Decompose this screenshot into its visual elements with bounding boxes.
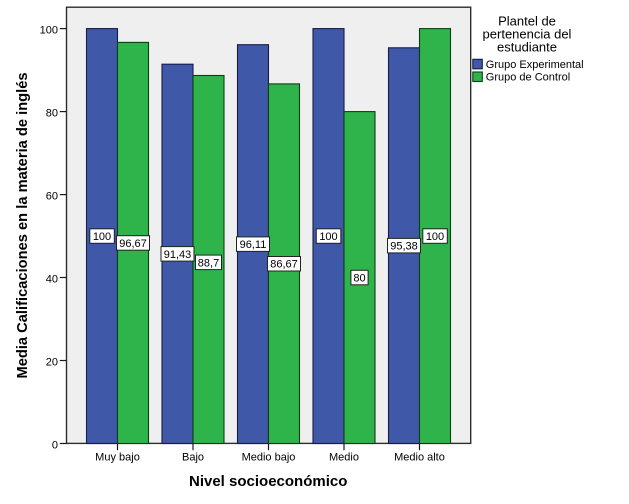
svg-text:0: 0 [52, 440, 58, 452]
svg-text:Grupo de Control: Grupo de Control [486, 72, 570, 84]
svg-text:Medio bajo: Medio bajo [242, 451, 296, 463]
svg-text:Medio: Medio [329, 451, 359, 463]
svg-text:96,11: 96,11 [240, 239, 267, 251]
svg-text:40: 40 [46, 274, 58, 286]
svg-text:Nivel socioeconómico: Nivel socioeconómico [189, 473, 347, 490]
svg-text:100: 100 [426, 231, 444, 243]
svg-text:100: 100 [93, 231, 111, 243]
svg-text:88,7: 88,7 [198, 257, 219, 269]
svg-text:100: 100 [40, 25, 58, 37]
svg-text:Medio alto: Medio alto [394, 451, 445, 463]
svg-text:95,38: 95,38 [390, 241, 418, 253]
svg-text:Media Calificaciones en la mat: Media Calificaciones en la materia de in… [15, 72, 31, 378]
svg-text:86,67: 86,67 [270, 259, 298, 271]
svg-text:Muy bajo: Muy bajo [95, 451, 140, 463]
svg-text:100: 100 [319, 231, 337, 243]
svg-text:Plantel de: Plantel de [498, 14, 556, 29]
svg-text:Grupo Experimental: Grupo Experimental [486, 59, 584, 71]
svg-text:60: 60 [46, 191, 58, 203]
svg-text:91,43: 91,43 [164, 249, 192, 261]
svg-text:pertenencia del: pertenencia del [483, 27, 572, 42]
svg-text:estudiante: estudiante [497, 40, 557, 55]
svg-text:20: 20 [46, 357, 58, 369]
svg-text:Bajo: Bajo [182, 451, 204, 463]
svg-text:80: 80 [46, 108, 58, 120]
svg-text:80: 80 [353, 273, 365, 285]
svg-text:96,67: 96,67 [119, 238, 147, 250]
